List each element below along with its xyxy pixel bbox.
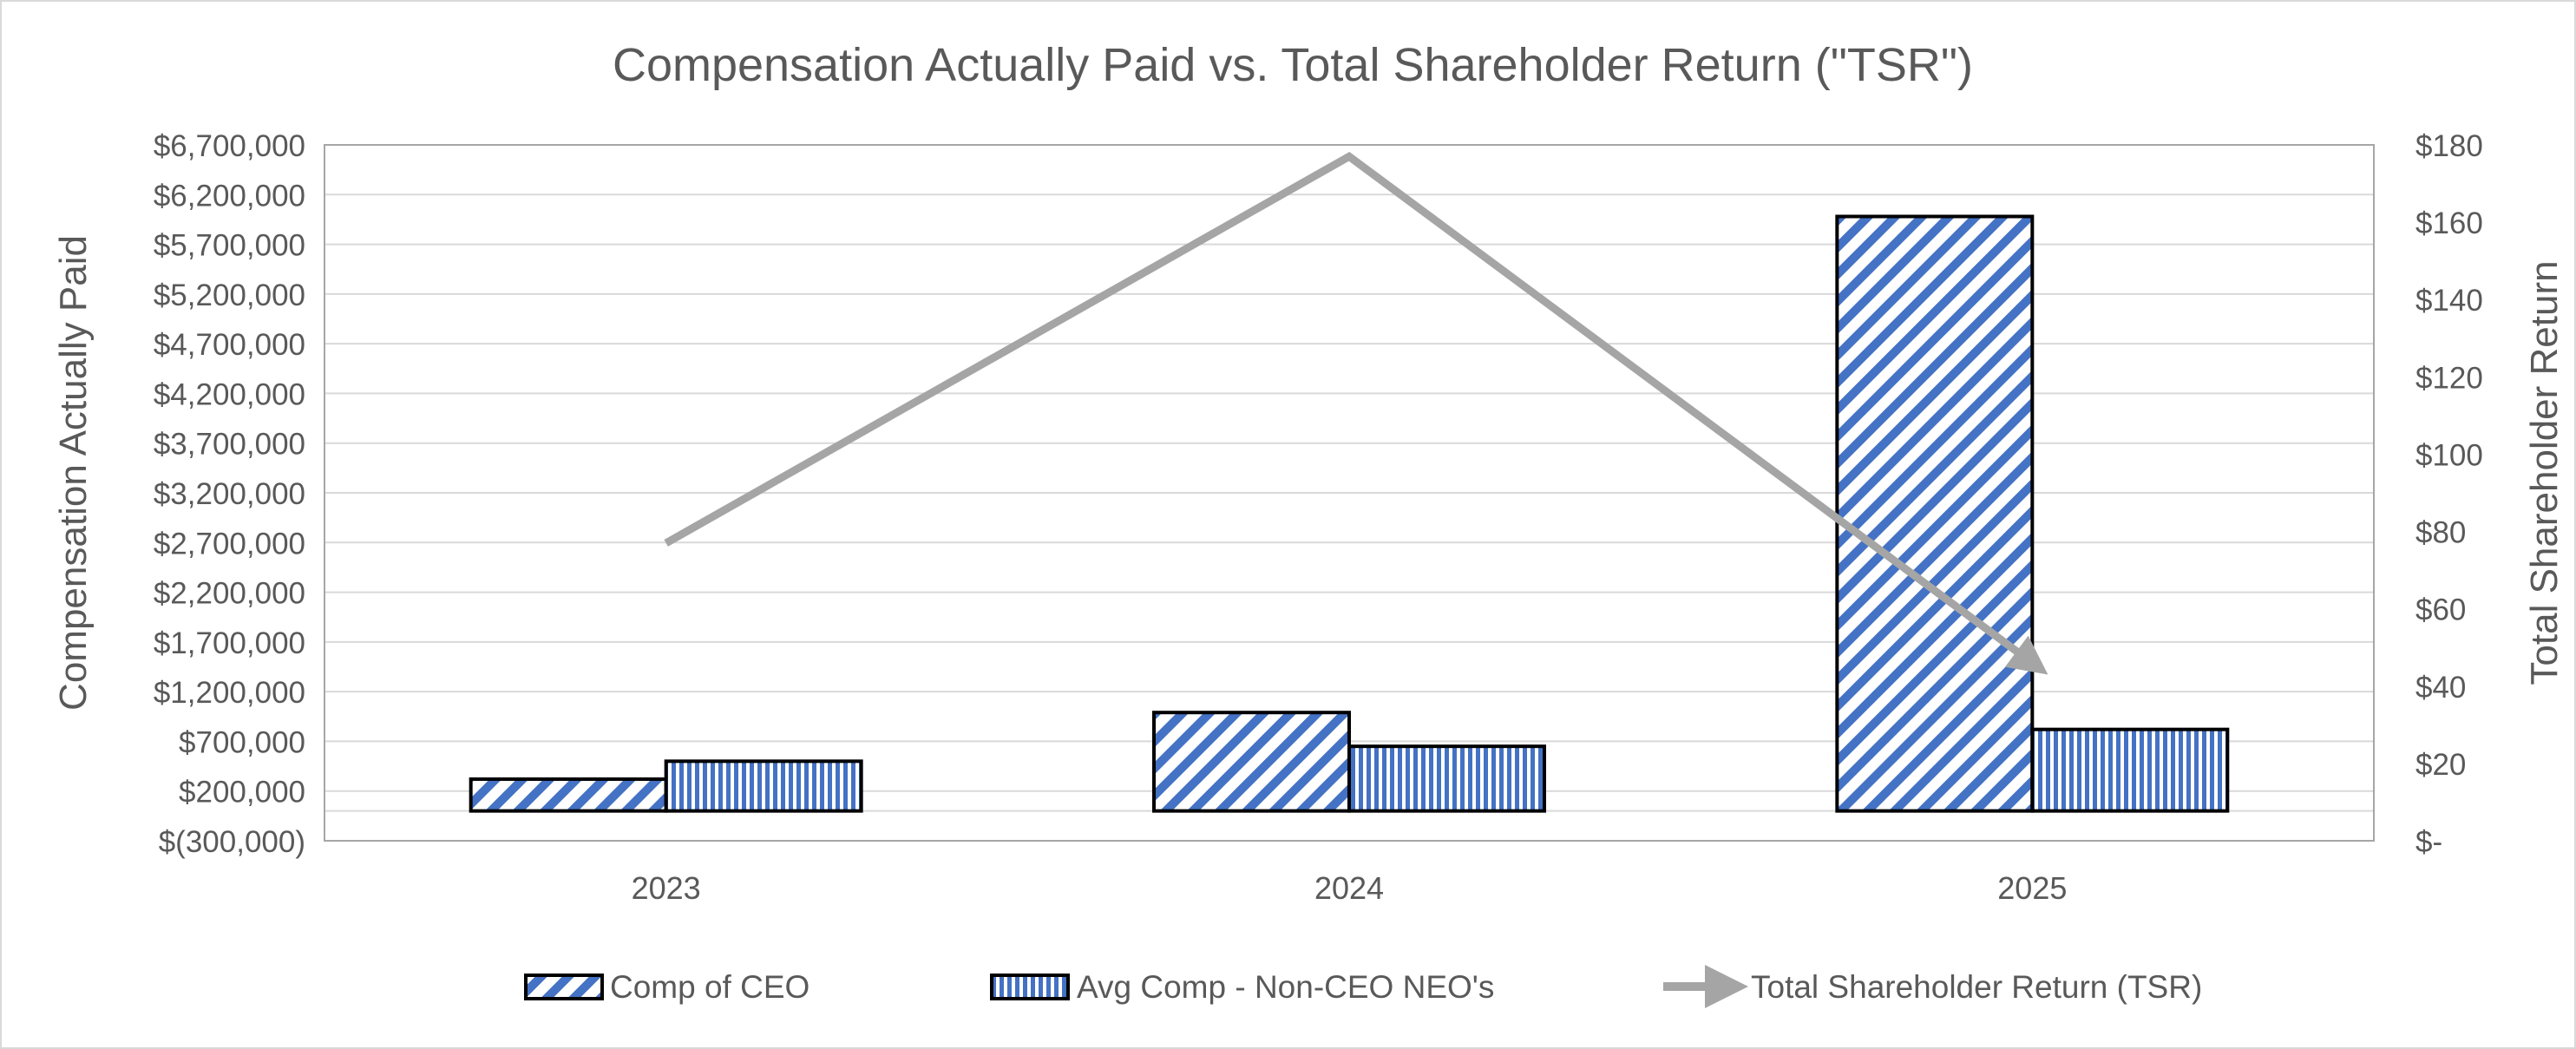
- y-left-tick-label: $5,700,000: [154, 229, 305, 263]
- y-left-tick-label: $700,000: [179, 725, 305, 759]
- x-tick-label: 2024: [1314, 870, 1384, 906]
- bar-comp-of-ceo-2024: [1152, 711, 1351, 813]
- y-left-tick-label: $6,700,000: [154, 129, 305, 163]
- y-right-tick-label: $160: [2415, 207, 2483, 240]
- bar-avg-comp-2024: [1347, 744, 1546, 813]
- y-right-tick-label: $60: [2415, 593, 2466, 627]
- bar-avg-comp-2023: [664, 759, 863, 813]
- plot-area: [324, 144, 2375, 842]
- y-right-axis-title: Total Shareholder Return: [2523, 260, 2566, 685]
- legend-label-avg-comp: Avg Comp - Non-CEO NEO's: [1077, 969, 1494, 1005]
- bar-avg-comp-2025: [2030, 727, 2230, 813]
- bars: [469, 214, 2230, 813]
- x-tick-labels: 2023 2024 2025: [632, 870, 2068, 906]
- chart-title: Compensation Actually Paid vs. Total Sha…: [613, 39, 1973, 91]
- y-left-tick-label: $4,200,000: [154, 377, 305, 411]
- bar-comp-of-ceo-2025: [1835, 214, 2035, 813]
- y-right-tick-label: $180: [2415, 129, 2483, 163]
- legend-swatch-comp-of-ceo: [524, 974, 604, 1000]
- y-right-tick-labels: $- $20 $40 $60 $80 $100 $120 $140 $160 $180: [2415, 129, 2483, 859]
- y-left-tick-label: $6,200,000: [154, 179, 305, 213]
- x-tick-label: 2025: [1997, 870, 2067, 906]
- y-left-tick-labels: $(300,000) $200,000 $700,000 $1,200,000 $1,7…: [154, 129, 305, 859]
- y-left-tick-label: $1,200,000: [154, 676, 305, 710]
- y-left-tick-label: $3,200,000: [154, 477, 305, 511]
- legend-swatch-avg-comp: [990, 974, 1070, 1000]
- y-left-tick-label: $2,200,000: [154, 577, 305, 611]
- bar-comp-of-ceo-2023: [469, 777, 668, 813]
- legend: Comp of CEO Avg Comp - Non-CEO NEO's Tot…: [524, 965, 2202, 1008]
- tsr-line: [664, 152, 2048, 675]
- y-left-tick-label: $200,000: [179, 776, 305, 810]
- y-left-tick-label: $1,700,000: [154, 626, 305, 660]
- y-left-axis-title: Compensation Actually Paid: [52, 235, 95, 711]
- y-left-tick-label: $2,700,000: [154, 527, 305, 561]
- legend-label-tsr: Total Shareholder Return (TSR): [1751, 969, 2202, 1005]
- y-left-tick-label: $5,200,000: [154, 279, 305, 312]
- y-right-tick-label: $80: [2415, 516, 2466, 550]
- y-right-tick-label: $120: [2415, 361, 2483, 395]
- y-right-tick-label: $-: [2415, 825, 2442, 859]
- y-left-tick-label: $3,700,000: [154, 428, 305, 462]
- y-left-tick-label: $(300,000): [159, 825, 305, 859]
- y-right-tick-label: $100: [2415, 438, 2483, 472]
- legend-item-tsr: Total Shareholder Return (TSR): [1663, 965, 2202, 1008]
- y-right-tick-label: $140: [2415, 284, 2483, 318]
- x-tick-label: 2023: [632, 870, 701, 906]
- y-right-tick-label: $40: [2415, 671, 2466, 705]
- legend-label-comp-of-ceo: Comp of CEO: [610, 969, 810, 1005]
- legend-item-avg-comp: Avg Comp - Non-CEO NEO's: [990, 969, 1494, 1005]
- tsr-line-path: [664, 152, 2048, 675]
- legend-item-comp-of-ceo: Comp of CEO: [524, 969, 810, 1005]
- y-right-tick-label: $20: [2415, 748, 2466, 782]
- y-left-tick-label: $4,700,000: [154, 328, 305, 362]
